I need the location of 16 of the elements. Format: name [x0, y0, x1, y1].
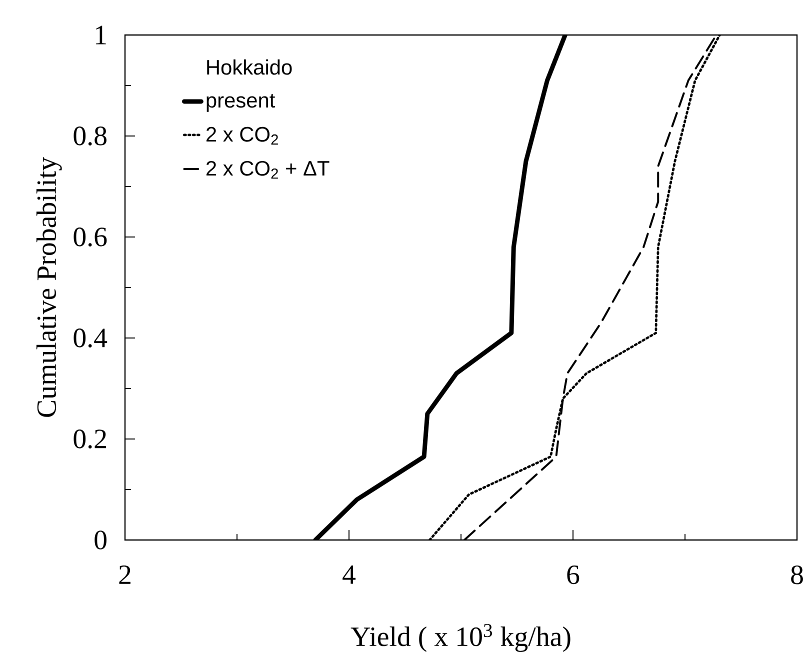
y-axis-title: Cumulative Probability [36, 157, 62, 417]
legend-label: 2 x CO$_{2}$ + ΔT [206, 160, 330, 179]
x-tick-label: 8 [791, 565, 803, 584]
legend-title: Hokkaido [207, 59, 292, 75]
x-tick-label: 6 [567, 565, 580, 584]
y-tick-label: 0.6 [74, 228, 107, 246]
y-tick-label: 0.8 [74, 126, 106, 146]
x-tick-label: 4 [342, 565, 356, 584]
x-tick-label: 2 [119, 565, 130, 584]
legend-label: present [206, 94, 276, 112]
y-tick-label: 1 [96, 26, 106, 44]
x-axis-title: Yield ( x 10$^{3}$ kg/ha) [350, 624, 570, 652]
y-tick-label: 0.4 [74, 328, 108, 348]
legend-label: 2 x CO$_{2}$ [206, 126, 278, 145]
y-tick-label: 0.2 [74, 430, 106, 448]
y-tick-label: 0 [94, 530, 106, 550]
